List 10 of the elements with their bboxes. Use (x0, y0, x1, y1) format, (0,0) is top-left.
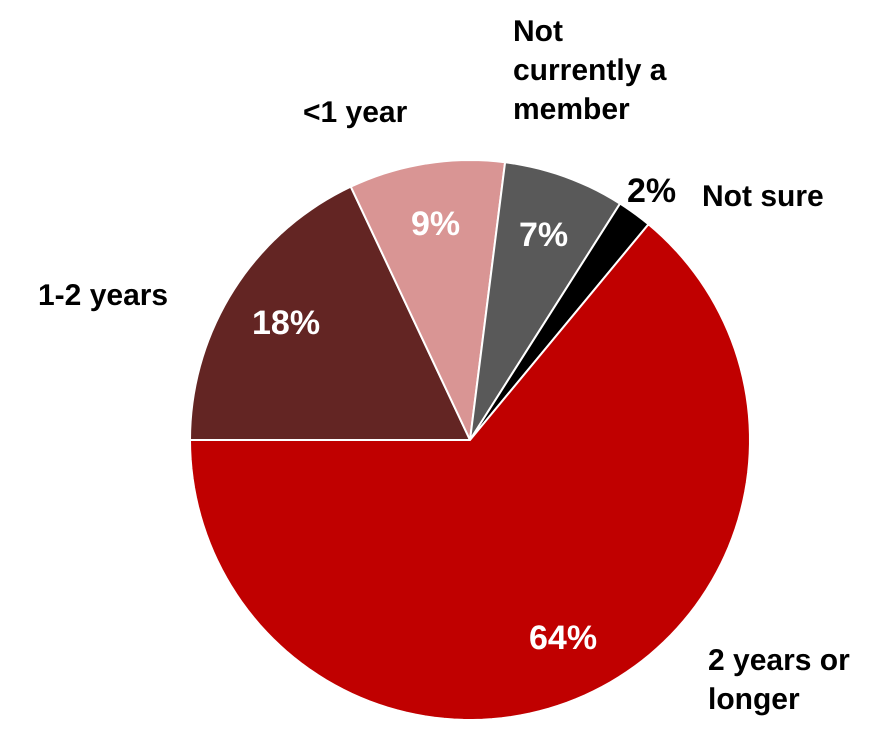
data-label: 7% (519, 216, 568, 254)
slice-label: <1 year (303, 96, 408, 129)
data-label: 18% (252, 304, 320, 342)
slice-label: Not sure (702, 180, 824, 213)
data-label: 64% (529, 619, 598, 657)
slice-label: Not currently a member (513, 15, 667, 126)
slice-label: 2 years or longer (708, 644, 850, 716)
data-label: 2% (627, 172, 676, 210)
slice-label: 1-2 years (38, 279, 168, 312)
data-label: 9% (411, 205, 460, 243)
